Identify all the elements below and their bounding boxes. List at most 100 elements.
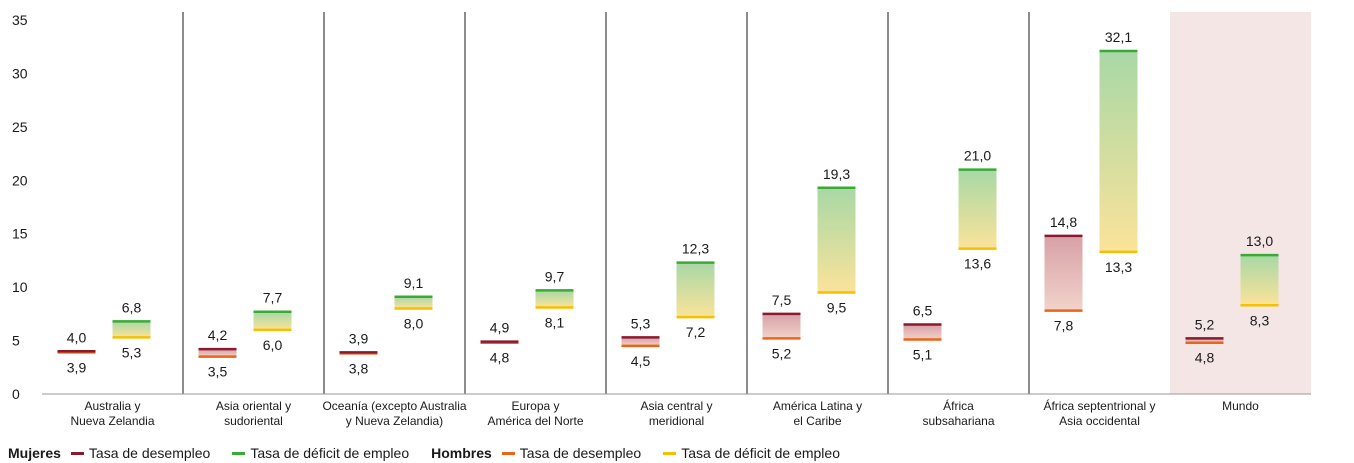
mujeres-deficit-label: 6,8: [122, 299, 142, 315]
category-label-line: Asia central y: [640, 399, 712, 413]
mujeres-desempleo-label: 5,2: [1195, 316, 1215, 332]
jobs-gap-range-bar: [676, 262, 715, 318]
legend-label: Tasa de déficit de empleo: [681, 445, 840, 461]
legend-label: Tasa de desempleo: [88, 445, 211, 461]
y-tick-label: 30: [12, 65, 28, 81]
jobs-gap-range-bar: [958, 169, 997, 249]
category-label: América Latina y el Caribe: [773, 399, 862, 428]
category-label-line: América Latina y: [773, 399, 862, 413]
category-label-line: Australia y: [84, 399, 140, 413]
hombres-deficit-label: 13,6: [964, 256, 991, 272]
category-label-line: Mundo: [1222, 399, 1259, 413]
category-label-line: Oceanía (excepto Australia: [322, 399, 466, 413]
y-tick-label: 25: [12, 119, 28, 135]
mujeres-deficit-label: 9,1: [404, 275, 424, 291]
category-label-line: subsahariana: [922, 414, 994, 428]
jobs-gap-range-bar: [1099, 50, 1138, 252]
category-label-line: meridional: [649, 414, 704, 428]
category-label-line: Nueva Zelandia: [70, 414, 154, 428]
legend-label: Tasa de desempleo: [519, 445, 642, 461]
hombres-desempleo-label: 4,8: [1195, 350, 1215, 366]
unemployment-range-bar: [762, 313, 801, 339]
unemployment-range-bar: [621, 337, 660, 346]
mujeres-desempleo-label: 6,5: [913, 303, 933, 319]
mujeres-deficit-label: 9,7: [545, 268, 565, 284]
category-label: Asia central y meridional: [640, 399, 712, 428]
chart-legend: Mujeres Tasa de desempleo Tasa de défici…: [8, 444, 862, 462]
category-label: Oceanía (excepto Australia y Nueva Zeland…: [322, 399, 466, 428]
hombres-desempleo-label: 4,5: [631, 353, 651, 369]
category-label-line: África: [943, 398, 974, 413]
hombres-deficit-label: 8,0: [404, 316, 424, 332]
category-label: Asia oriental y sudoriental: [216, 399, 291, 428]
legend-item-hombres-desempleo: Tasa de desempleo: [501, 445, 642, 461]
hombres-deficit-label: 5,3: [122, 344, 142, 360]
y-tick-label: 0: [12, 386, 20, 402]
unemployment-range-bar: [1185, 338, 1224, 343]
legend-item-mujeres-deficit: Tasa de déficit de empleo: [232, 445, 409, 461]
y-tick-label: 20: [12, 172, 28, 188]
hombres-desempleo-label: 5,2: [772, 345, 792, 361]
mujeres-deficit-label: 19,3: [823, 166, 850, 182]
mujeres-desempleo-label: 4,0: [67, 329, 87, 345]
mujeres-desempleo-label: 4,2: [208, 327, 228, 343]
category-label: África septentrional y Asia occidental: [1043, 398, 1155, 428]
legend-swatch: [232, 451, 246, 455]
legend-swatch: [501, 451, 515, 455]
jobs-gap-range-bar: [817, 187, 856, 293]
legend-group-mujeres: Mujeres: [8, 445, 61, 461]
unemployment-range-bar: [1044, 235, 1083, 311]
category-label-line: sudoriental: [224, 414, 283, 428]
unemployment-range-bar: [198, 349, 237, 357]
hombres-deficit-label: 13,3: [1105, 259, 1132, 275]
mujeres-deficit-label: 12,3: [682, 241, 709, 257]
jobs-gap-range-bar: [535, 290, 574, 308]
mujeres-deficit-label: 13,0: [1246, 233, 1273, 249]
hombres-desempleo-label: 4,8: [490, 350, 510, 366]
mujeres-desempleo-label: 3,9: [349, 330, 369, 346]
hombres-deficit-label: 8,1: [545, 314, 565, 330]
hombres-deficit-label: 6,0: [263, 337, 283, 353]
mujeres-deficit-label: 32,1: [1105, 29, 1132, 45]
category-label-line: Asia oriental y: [216, 399, 291, 413]
category-label-line: Europa y: [511, 399, 559, 413]
category-label-line: América del Norte: [487, 414, 583, 428]
legend-group-hombres: Hombres: [431, 445, 492, 461]
jobs-gap-range-bar: [253, 311, 292, 330]
category-label-line: y Nueva Zelandia): [346, 414, 443, 428]
hombres-desempleo-label: 3,5: [208, 364, 228, 380]
hombres-deficit-label: 7,2: [686, 324, 706, 340]
hombres-desempleo-label: 3,9: [67, 359, 87, 375]
y-tick-label: 5: [12, 333, 20, 349]
category-label: Mundo: [1222, 399, 1259, 413]
category-label-line: África septentrional y: [1043, 398, 1155, 413]
legend-label: Tasa de déficit de empleo: [250, 445, 410, 461]
category-label: Europa y América del Norte: [487, 399, 583, 428]
unemployment-range-bar: [903, 324, 942, 340]
y-tick-label: 15: [12, 226, 28, 242]
legend-swatch: [70, 451, 84, 455]
employment-gap-chart: 0 5 10 15 20 25 30 35 4,0 3,9 6,8 5,3 4,2 3,5 7,7 6,0 3…: [12, 12, 1311, 428]
category-label-line: Asia occidental: [1059, 414, 1140, 428]
y-tick-label: 10: [12, 279, 28, 295]
category-label: África subsahariana: [922, 398, 994, 428]
category-label-line: el Caribe: [793, 414, 841, 428]
hombres-desempleo-label: 7,8: [1054, 318, 1074, 334]
mujeres-desempleo-label: 14,8: [1050, 214, 1077, 230]
legend-item-mujeres-desempleo: Tasa de desempleo: [70, 445, 211, 461]
mujeres-desempleo-label: 5,3: [631, 315, 651, 331]
jobs-gap-range-bar: [1240, 255, 1279, 306]
jobs-gap-range-bar: [394, 296, 433, 309]
mujeres-deficit-label: 7,7: [263, 290, 283, 306]
mujeres-desempleo-label: 4,9: [490, 320, 510, 336]
y-tick-label: 35: [12, 12, 28, 28]
hombres-deficit-label: 8,3: [1250, 312, 1270, 328]
legend-item-hombres-deficit: Tasa de déficit de empleo: [663, 445, 840, 461]
hombres-desempleo-label: 5,1: [913, 347, 933, 363]
category-label: Australia y Nueva Zelandia: [70, 399, 154, 428]
mujeres-deficit-label: 21,0: [964, 148, 991, 164]
highlight-band: [1170, 12, 1311, 394]
mujeres-desempleo-label: 7,5: [772, 292, 792, 308]
hombres-deficit-label: 9,5: [827, 299, 847, 315]
legend-swatch: [663, 451, 677, 455]
